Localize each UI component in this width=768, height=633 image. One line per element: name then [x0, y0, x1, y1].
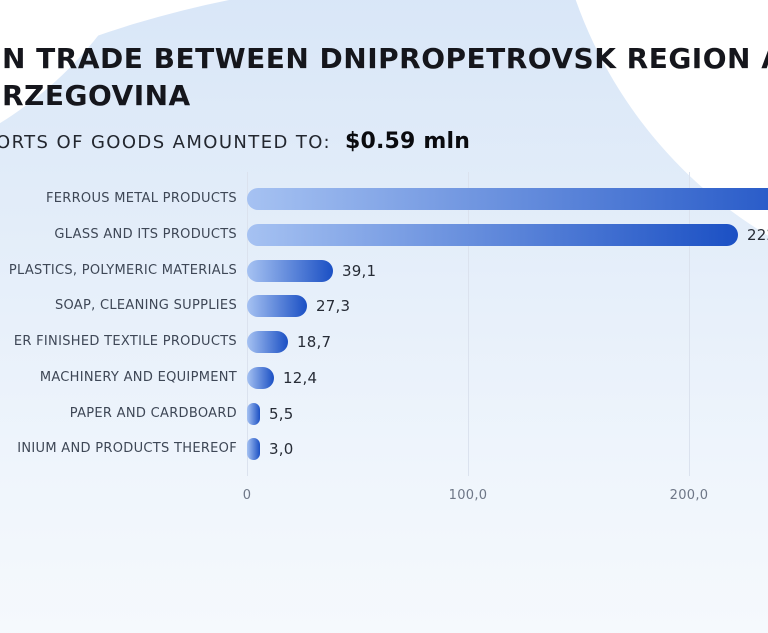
bar [247, 188, 768, 210]
bar [247, 438, 260, 461]
category-label: MACHINERY AND EQUIPMENT [39, 369, 237, 385]
category-label: GLASS AND ITS PRODUCTS [54, 226, 237, 242]
gridline [689, 172, 690, 476]
axis-tick-label: 200,0 [669, 488, 709, 503]
page-title: N TRADE BETWEEN DNIPROPETROVSK REGION A R… [2, 40, 768, 114]
bar [247, 259, 333, 282]
axis-tick-label: 100,0 [448, 488, 488, 503]
category-label: SOAP, CLEANING SUPPLIES [54, 298, 237, 314]
category-label: INIUM AND PRODUCTS THEREOF [17, 441, 237, 457]
gridline [247, 172, 248, 476]
subtitle-value: $0.59 mln [344, 129, 471, 154]
value-label: 5,5 [269, 404, 294, 423]
category-label: FERROUS METAL PRODUCTS [45, 191, 237, 206]
bar [247, 402, 260, 425]
bar [247, 295, 307, 318]
bar [247, 331, 288, 353]
subtitle-label: ORTS OF GOODS AMOUNTED TO: [0, 132, 331, 153]
category-label: PLASTICS, POLYMERIC MATERIALS [8, 262, 237, 278]
value-label: 222, [747, 225, 768, 244]
bar [247, 223, 738, 246]
page-title-line1: N TRADE BETWEEN DNIPROPETROVSK REGION A [2, 42, 768, 75]
subtitle: ORTS OF GOODS AMOUNTED TO: $0.59 mln [0, 129, 470, 156]
page-title-line2: RZEGOVINA [2, 79, 191, 112]
axis-tick-label: 0 [242, 488, 252, 503]
category-label: PAPER AND CARDBOARD [69, 405, 237, 421]
bar [247, 366, 274, 389]
value-label: 3,0 [269, 440, 294, 459]
gridline [468, 172, 469, 476]
value-label: 27,3 [316, 297, 351, 316]
value-label: 18,7 [297, 333, 332, 351]
value-label: 12,4 [283, 368, 318, 387]
value-label: 39,1 [342, 261, 377, 280]
category-label: ER FINISHED TEXTILE PRODUCTS [13, 334, 237, 349]
